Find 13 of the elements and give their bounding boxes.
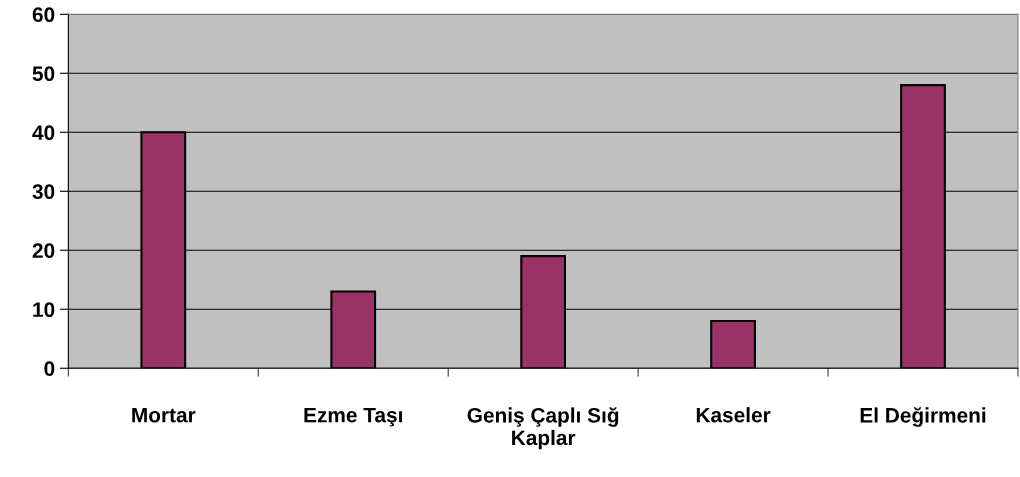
y-tick-label: 40 bbox=[32, 125, 55, 141]
y-tick-label: 30 bbox=[32, 184, 55, 200]
y-tick-label: 60 bbox=[32, 7, 55, 23]
x-tick-label: Geniş Çaplı Sığ Kaplar bbox=[467, 407, 619, 450]
x-tick-label: Mortar bbox=[132, 407, 196, 423]
y-tick-label: 20 bbox=[32, 243, 55, 259]
y-tick-label: 0 bbox=[44, 361, 55, 376]
x-tick-label: Ezme Taşı bbox=[304, 407, 402, 427]
y-tick-label: 10 bbox=[33, 302, 55, 318]
x-tick-label: Kaseler bbox=[696, 407, 771, 423]
bar bbox=[710, 320, 756, 369]
x-tick-label: El Değirmeni bbox=[860, 407, 986, 427]
y-tick-label: 50 bbox=[32, 66, 55, 82]
